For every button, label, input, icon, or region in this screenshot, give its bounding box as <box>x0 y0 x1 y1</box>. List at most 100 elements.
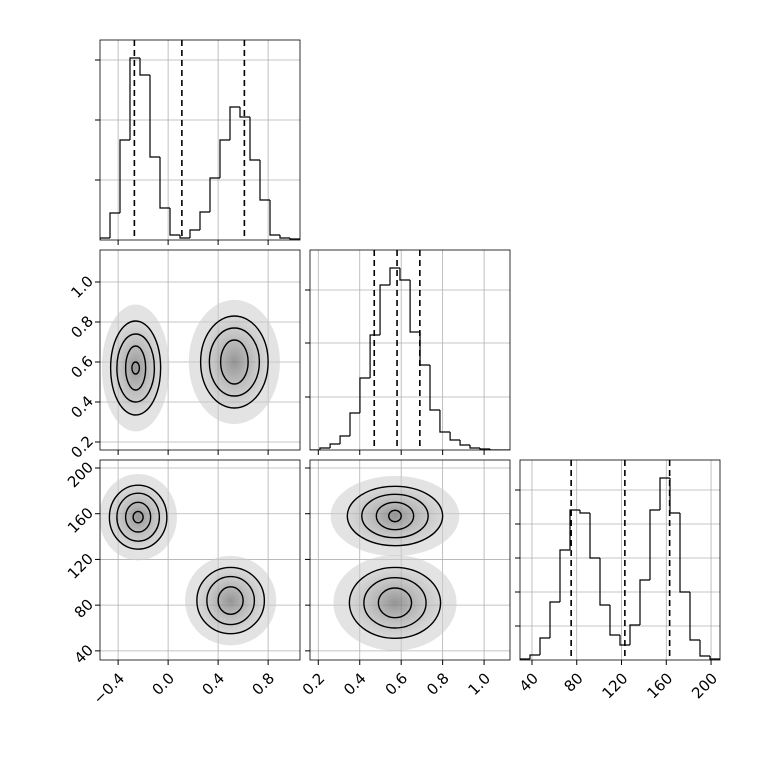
histogram-bin <box>139 58 150 76</box>
histogram-bin <box>319 447 331 450</box>
histogram-bin <box>589 513 600 559</box>
panel-area <box>310 250 510 450</box>
x-tick-label: 0.8 <box>249 669 279 699</box>
contour <box>199 315 269 409</box>
histogram-bin <box>609 605 620 636</box>
histogram-bin <box>279 235 290 239</box>
histogram-bin <box>109 212 120 238</box>
density-core <box>109 485 167 550</box>
contour <box>196 566 266 635</box>
contour <box>208 327 261 397</box>
histogram-bin <box>119 139 130 213</box>
histogram-bin <box>449 432 461 441</box>
x-tick-label: 0.2 <box>299 669 329 699</box>
x-tick-label: 160 <box>643 669 676 702</box>
contour <box>217 586 244 615</box>
contour <box>116 333 156 403</box>
y-tick-label: 0.2 <box>67 432 97 462</box>
y-tick-label: 80 <box>71 595 97 621</box>
histogram-bin <box>209 177 220 212</box>
histogram-bin <box>669 478 680 514</box>
histogram-bin <box>249 117 260 161</box>
panel: −0.4 0.0 0.4 0.8 40 80 120 160 200 <box>64 458 301 708</box>
histogram-bin <box>399 268 411 281</box>
x-tick-label: 1.0 <box>465 669 495 699</box>
histogram-bin <box>689 592 700 641</box>
x-tick-label: 0.4 <box>199 669 229 699</box>
panel-frame <box>309 459 511 661</box>
histogram-bin <box>239 107 250 118</box>
histogram-bin <box>149 75 160 158</box>
x-tick-label: 0.6 <box>382 669 412 699</box>
panel: 0.2 0.4 0.6 0.8 1.0 <box>299 459 511 699</box>
histogram-bin <box>159 157 170 209</box>
histogram-bin <box>559 549 570 602</box>
histogram-bin <box>289 238 300 240</box>
histogram-bin <box>479 448 491 450</box>
contour <box>206 575 256 626</box>
histogram-bin <box>659 477 670 510</box>
histogram-bin <box>569 509 580 550</box>
histogram-bin <box>269 200 280 236</box>
contour <box>375 501 415 531</box>
x-tick-label: 0.4 <box>340 669 370 699</box>
contour <box>109 320 162 416</box>
x-tick-label: 200 <box>688 669 721 702</box>
x-tick-label: 80 <box>561 669 587 695</box>
y-tick-label: 0.4 <box>67 392 97 422</box>
panel-area <box>100 40 300 240</box>
panel-area <box>310 460 510 660</box>
histogram-bin <box>649 509 660 580</box>
contour <box>132 510 144 524</box>
contour <box>108 484 168 550</box>
histogram-bin <box>679 513 690 593</box>
panel-frame <box>99 459 301 661</box>
histogram-bin <box>100 237 110 240</box>
histogram-bin <box>429 365 440 411</box>
y-tick-label: 0.6 <box>67 352 97 382</box>
x-tick-label: 0.8 <box>423 669 453 699</box>
histogram-bin <box>259 160 270 201</box>
histogram-bin <box>629 624 640 645</box>
y-tick-label: 120 <box>64 550 97 583</box>
histogram-bin <box>129 57 140 140</box>
histogram-bin <box>469 445 480 449</box>
histogram-bin <box>189 229 200 238</box>
contour <box>124 501 152 533</box>
histogram-bin <box>379 284 390 335</box>
histogram-bin <box>549 601 560 638</box>
contour <box>131 361 141 375</box>
histogram-bin <box>349 412 360 436</box>
histogram-bin <box>419 332 430 366</box>
panel: 0.2 0.4 0.6 0.8 1.0 <box>67 249 301 462</box>
histogram-bin <box>179 235 190 239</box>
contour <box>219 339 249 385</box>
panel: 40 80 120 160 200 <box>515 459 721 702</box>
histogram-bin <box>339 435 350 444</box>
histogram-bin <box>579 510 590 514</box>
histogram-bin <box>639 579 650 625</box>
contour <box>346 485 444 547</box>
y-tick-label: 40 <box>71 641 97 667</box>
panel-area <box>100 460 300 660</box>
panel-frame <box>519 459 721 661</box>
density-core <box>200 316 269 408</box>
histogram-bin <box>389 267 400 285</box>
contour <box>388 509 402 523</box>
histogram-bin <box>219 139 230 178</box>
histogram-bin <box>520 658 530 660</box>
panel-frame <box>99 249 301 451</box>
x-tick-label: 120 <box>599 669 632 702</box>
panel-frame <box>309 249 511 451</box>
panel <box>95 39 301 245</box>
histogram-bin <box>439 410 451 433</box>
y-tick-label: 200 <box>64 458 97 491</box>
panel-area <box>520 460 720 660</box>
histogram-bin <box>599 558 610 606</box>
histogram-bin <box>359 377 371 413</box>
contour <box>348 566 442 639</box>
histogram-bin <box>329 443 341 448</box>
histogram-bin <box>709 656 720 660</box>
histogram-bin <box>529 654 540 659</box>
